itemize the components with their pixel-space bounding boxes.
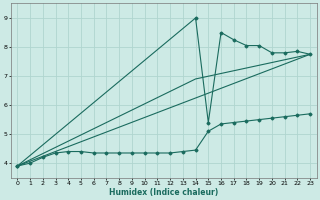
X-axis label: Humidex (Indice chaleur): Humidex (Indice chaleur): [109, 188, 218, 197]
